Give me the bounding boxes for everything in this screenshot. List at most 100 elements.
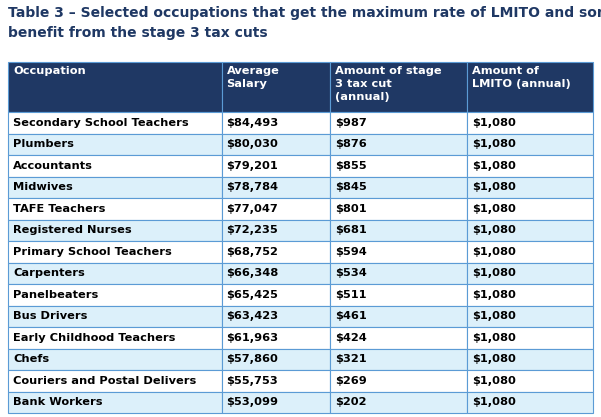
Bar (467, 219, 593, 241)
Text: Midwives: Midwives (13, 182, 73, 192)
Bar (222, 349, 330, 370)
Text: $1,080: $1,080 (472, 204, 516, 214)
Bar (222, 306, 330, 327)
Text: $63,423: $63,423 (227, 311, 279, 321)
Bar (330, 392, 467, 413)
Bar (222, 392, 330, 413)
Bar (222, 219, 330, 241)
Bar (222, 262, 330, 284)
Bar (330, 306, 467, 327)
Bar (8, 241, 222, 262)
Text: $855: $855 (335, 161, 367, 171)
Bar (222, 62, 330, 112)
Bar (467, 112, 593, 133)
Text: Amount of stage
3 tax cut
(annual): Amount of stage 3 tax cut (annual) (335, 66, 441, 102)
Bar (8, 327, 222, 349)
Text: Chefs: Chefs (13, 354, 49, 364)
Text: $845: $845 (335, 182, 367, 192)
Bar (467, 198, 593, 219)
Text: Primary School Teachers: Primary School Teachers (13, 247, 172, 257)
Text: Panelbeaters: Panelbeaters (13, 290, 98, 300)
Bar (467, 327, 593, 349)
Bar (330, 241, 467, 262)
Text: $461: $461 (335, 311, 367, 321)
Text: TAFE Teachers: TAFE Teachers (13, 204, 105, 214)
Text: $321: $321 (335, 354, 367, 364)
Text: $681: $681 (335, 225, 367, 235)
Bar (330, 133, 467, 155)
Bar (467, 262, 593, 284)
Text: Early Childhood Teachers: Early Childhood Teachers (13, 333, 175, 343)
Bar (330, 262, 467, 284)
Bar (222, 112, 330, 133)
Bar (330, 176, 467, 198)
Text: Accountants: Accountants (13, 161, 93, 171)
Text: $987: $987 (335, 118, 367, 128)
Text: $1,080: $1,080 (472, 311, 516, 321)
Text: $1,080: $1,080 (472, 225, 516, 235)
Bar (8, 284, 222, 306)
Bar (467, 62, 593, 112)
Text: $84,493: $84,493 (227, 118, 279, 128)
Text: $1,080: $1,080 (472, 182, 516, 192)
Bar (330, 370, 467, 392)
Text: Bank Workers: Bank Workers (13, 397, 103, 407)
Text: Carpenters: Carpenters (13, 268, 85, 278)
Text: Occupation: Occupation (13, 66, 86, 76)
Text: Table 3 – Selected occupations that get the maximum rate of LMITO and some
benef: Table 3 – Selected occupations that get … (8, 6, 601, 40)
Bar (8, 112, 222, 133)
Text: $55,753: $55,753 (227, 376, 278, 386)
Bar (467, 241, 593, 262)
Bar (467, 392, 593, 413)
Bar (467, 370, 593, 392)
Text: Amount of
LMITO (annual): Amount of LMITO (annual) (472, 66, 571, 89)
Bar (467, 155, 593, 176)
Text: $1,080: $1,080 (472, 118, 516, 128)
Text: $68,752: $68,752 (227, 247, 278, 257)
Text: $1,080: $1,080 (472, 290, 516, 300)
Bar (330, 219, 467, 241)
Bar (8, 62, 222, 112)
Bar (8, 262, 222, 284)
Bar (222, 176, 330, 198)
Bar (330, 327, 467, 349)
Bar (330, 155, 467, 176)
Text: $1,080: $1,080 (472, 161, 516, 171)
Bar (330, 112, 467, 133)
Text: $1,080: $1,080 (472, 139, 516, 149)
Bar (467, 176, 593, 198)
Text: Secondary School Teachers: Secondary School Teachers (13, 118, 189, 128)
Bar (330, 284, 467, 306)
Text: $65,425: $65,425 (227, 290, 278, 300)
Text: Average
Salary: Average Salary (227, 66, 279, 89)
Bar (8, 370, 222, 392)
Text: $424: $424 (335, 333, 367, 343)
Bar (330, 349, 467, 370)
Bar (222, 327, 330, 349)
Text: $534: $534 (335, 268, 367, 278)
Text: $1,080: $1,080 (472, 397, 516, 407)
Text: $1,080: $1,080 (472, 333, 516, 343)
Text: $202: $202 (335, 397, 366, 407)
Bar (222, 370, 330, 392)
Bar (330, 198, 467, 219)
Text: Registered Nurses: Registered Nurses (13, 225, 132, 235)
Text: $61,963: $61,963 (227, 333, 279, 343)
Bar (8, 219, 222, 241)
Bar (8, 349, 222, 370)
Text: $80,030: $80,030 (227, 139, 278, 149)
Bar (467, 133, 593, 155)
Text: $66,348: $66,348 (227, 268, 279, 278)
Text: $72,235: $72,235 (227, 225, 278, 235)
Bar (8, 392, 222, 413)
Bar (8, 133, 222, 155)
Text: $1,080: $1,080 (472, 268, 516, 278)
Text: $594: $594 (335, 247, 367, 257)
Text: $1,080: $1,080 (472, 376, 516, 386)
Bar (222, 241, 330, 262)
Bar (222, 133, 330, 155)
Bar (222, 155, 330, 176)
Text: $511: $511 (335, 290, 366, 300)
Bar (330, 62, 467, 112)
Bar (8, 176, 222, 198)
